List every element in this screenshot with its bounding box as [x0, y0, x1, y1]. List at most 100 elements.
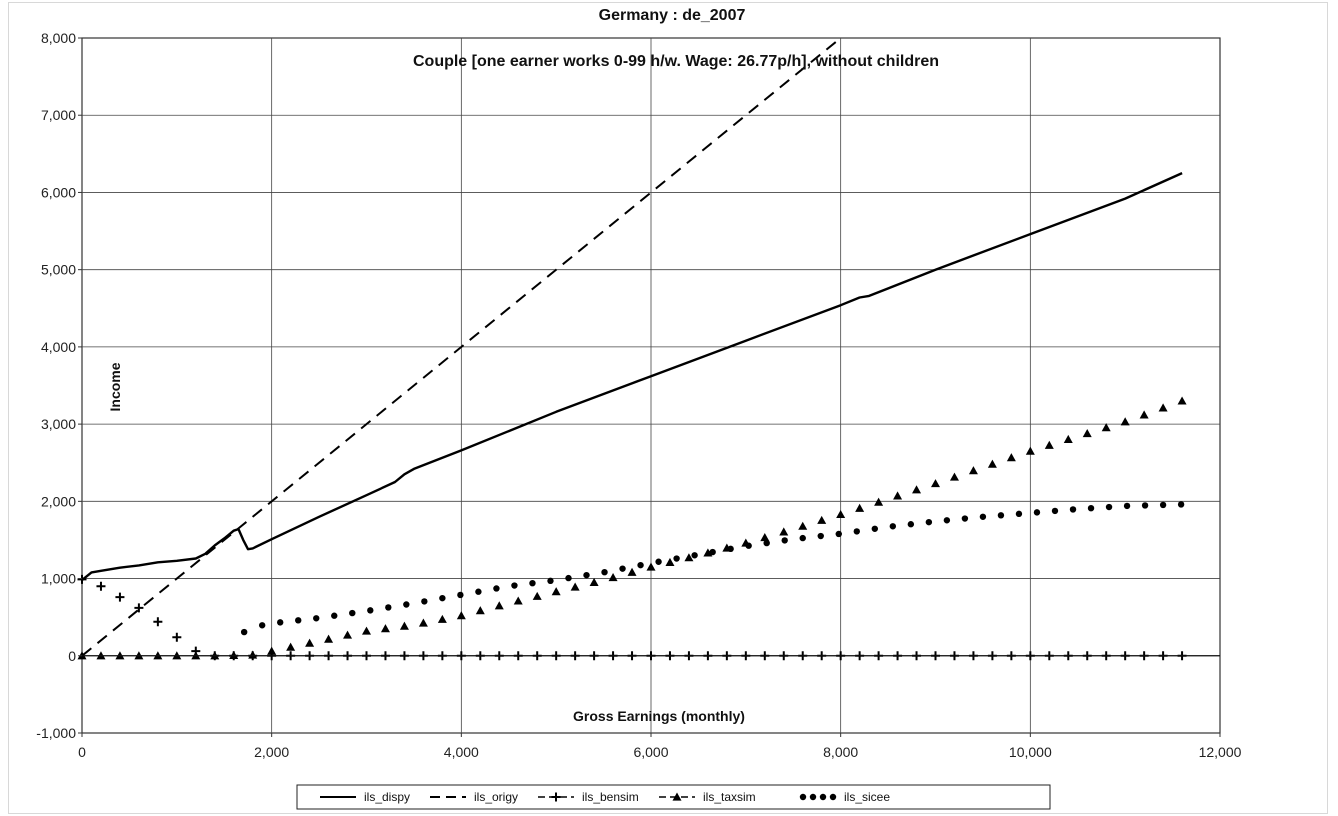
- series-marker: [853, 528, 860, 535]
- series-marker: [874, 497, 884, 506]
- series-marker: [608, 572, 618, 582]
- series-marker: [229, 650, 239, 659]
- series-marker: [836, 509, 846, 519]
- series-marker: [570, 582, 580, 591]
- y-tick-label: 1,000: [41, 571, 76, 587]
- y-tick-label: 0: [68, 648, 76, 664]
- x-axis-label: Gross Earnings (monthly): [573, 708, 745, 724]
- series-marker: [1101, 423, 1111, 432]
- series-marker: [1044, 440, 1054, 449]
- series-marker: [1015, 510, 1023, 518]
- series-marker: [968, 466, 978, 475]
- series-marker: [949, 472, 959, 481]
- y-tick-label: 5,000: [41, 262, 76, 278]
- legend-label: ils_origy: [474, 790, 518, 804]
- legend-marker: [829, 793, 837, 801]
- series-marker: [779, 527, 789, 536]
- series-marker: [627, 567, 637, 576]
- series-marker: [362, 626, 371, 635]
- y-axis-label: Income: [107, 362, 123, 411]
- series-marker: [979, 513, 987, 520]
- series-marker: [691, 552, 698, 559]
- series-marker: [943, 517, 951, 524]
- series-marker: [403, 601, 410, 608]
- x-tick-label: 10,000: [1009, 744, 1052, 760]
- y-tick-label: 6,000: [41, 184, 76, 200]
- series-line: [81, 172, 1183, 582]
- series-marker: [367, 607, 374, 614]
- series-marker: [286, 642, 296, 651]
- series-marker: [835, 530, 842, 538]
- series-marker: [1025, 446, 1035, 455]
- series-marker: [781, 537, 788, 544]
- series-marker: [532, 591, 542, 600]
- series-marker: [421, 598, 428, 605]
- series-marker: [987, 459, 997, 468]
- y-tick-label: 8,000: [41, 30, 76, 46]
- series-marker: [493, 585, 500, 592]
- series-ils_taxsim: [77, 396, 1187, 660]
- series-marker: [871, 525, 879, 532]
- series-marker: [457, 591, 464, 599]
- series-marker: [1051, 507, 1059, 515]
- series-marker: [1159, 501, 1167, 509]
- x-tick-label: 6,000: [633, 744, 668, 760]
- series-marker: [673, 555, 680, 562]
- series-marker: [1069, 506, 1077, 513]
- series-marker: [172, 632, 182, 642]
- series-marker: [324, 634, 334, 643]
- series-marker: [583, 571, 590, 579]
- x-tick-label: 2,000: [254, 744, 289, 760]
- series-marker: [153, 617, 163, 627]
- series-marker: [96, 581, 106, 591]
- series-marker: [1120, 417, 1130, 426]
- series-marker: [475, 588, 482, 595]
- chart-subtitle: Couple [one earner works 0-99 h/w. Wage:…: [413, 53, 939, 70]
- legend-item-ils_taxsim: ils_taxsim: [659, 790, 756, 804]
- series-marker: [1105, 503, 1113, 511]
- series-ils_sicee: [240, 501, 1185, 636]
- series-marker: [907, 521, 915, 528]
- x-tick-label: 4,000: [444, 744, 479, 760]
- y-tick-label: 2,000: [41, 493, 76, 509]
- series-marker: [817, 532, 824, 540]
- legend-marker: [551, 792, 561, 802]
- series-marker: [619, 565, 626, 572]
- series-marker: [912, 485, 922, 494]
- legend-item-ils_origy: ils_origy: [430, 790, 518, 804]
- series-marker: [763, 539, 770, 547]
- legend: ils_dispy ils_origy ils_bensim ils_taxsim il…: [296, 784, 1051, 810]
- series-marker: [565, 574, 572, 582]
- series-marker: [925, 518, 933, 526]
- x-tick-label: 0: [78, 744, 86, 760]
- series-layer: [77, 37, 1187, 661]
- y-tick-label: 4,000: [41, 339, 76, 355]
- series-marker: [655, 558, 662, 565]
- series-marker: [551, 587, 561, 596]
- series-marker: [601, 568, 608, 576]
- x-tick-label: 12,000: [1199, 744, 1242, 760]
- legend-item-ils_bensim: ils_bensim: [538, 790, 639, 804]
- chart-frame: [8, 2, 1328, 814]
- series-marker: [267, 646, 277, 655]
- series-marker: [745, 542, 752, 549]
- legend-marker: [799, 793, 807, 801]
- series-marker: [418, 618, 428, 627]
- series-marker: [665, 557, 675, 566]
- series-marker: [961, 515, 969, 522]
- series-marker: [331, 612, 338, 619]
- series-marker: [494, 601, 504, 610]
- series-marker: [305, 638, 315, 647]
- series-marker: [1033, 509, 1041, 516]
- series-marker: [240, 628, 248, 636]
- series-marker: [799, 534, 806, 542]
- series-marker: [889, 523, 897, 530]
- legend-item-ils_dispy: ils_dispy: [320, 790, 410, 804]
- series-marker: [1123, 502, 1131, 510]
- series-marker: [456, 611, 466, 620]
- chart-title: Germany : de_2007: [599, 7, 746, 24]
- series-marker: [399, 621, 409, 630]
- series-marker: [1158, 403, 1168, 412]
- series-marker: [349, 609, 356, 617]
- axes: -1,00001,0002,0003,0004,0005,0006,0007,0…: [36, 30, 1241, 760]
